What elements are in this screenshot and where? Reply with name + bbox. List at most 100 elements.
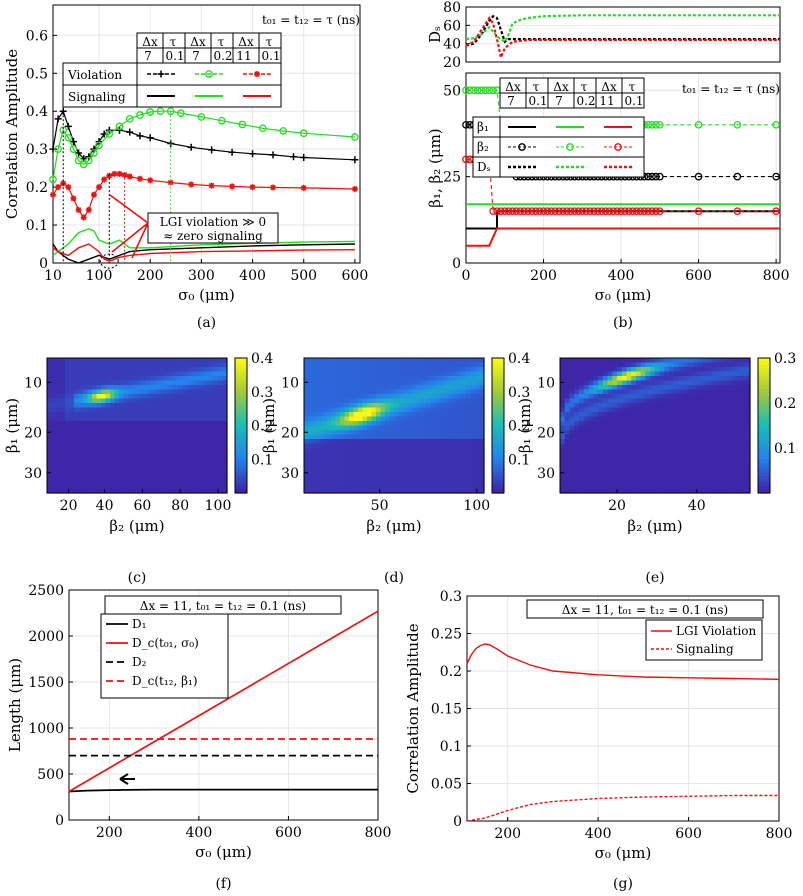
data-point — [136, 111, 144, 119]
colorbar-segment — [492, 428, 504, 433]
heatmap-cell — [204, 389, 210, 395]
heatmap-cell — [209, 430, 215, 436]
data-point — [208, 146, 216, 154]
heatmap-cell — [132, 376, 138, 382]
heatmap-cell — [362, 448, 368, 454]
x-axis-label: β₂ (μm) — [366, 517, 421, 535]
heatmap-cell — [439, 371, 445, 377]
heatmap-cell — [412, 470, 418, 476]
heatmap-cell — [564, 443, 571, 449]
heatmap-cell — [452, 367, 458, 373]
heatmap-cell — [745, 371, 751, 377]
heatmap-cell — [398, 398, 404, 404]
heatmap-cell — [340, 421, 346, 427]
heatmap-cell — [631, 457, 637, 463]
data-point — [508, 207, 517, 216]
heatmap-cell — [569, 385, 575, 391]
heatmap-cell — [204, 362, 210, 368]
heatmap-cell — [60, 484, 66, 490]
heatmap-cell — [607, 389, 613, 395]
heatmap-cell — [574, 407, 580, 413]
colorbar-segment — [492, 418, 504, 423]
heatmap-cell — [712, 466, 718, 472]
heatmap-cell — [376, 443, 382, 449]
heatmap-cell — [398, 443, 404, 449]
heatmap-cell — [204, 457, 210, 463]
heatmap-cell — [218, 466, 224, 472]
data-point — [566, 143, 574, 151]
heatmap-cell — [470, 470, 476, 476]
heatmap-cell — [69, 475, 75, 481]
colorbar-segment — [492, 368, 504, 373]
heatmap-cell — [56, 488, 62, 494]
heatmap-cell — [583, 403, 590, 409]
heatmap-cell — [150, 443, 156, 449]
heatmap-cell — [317, 470, 323, 476]
heatmap-cell — [731, 457, 737, 463]
heatmap-cell — [200, 371, 206, 377]
data-point — [289, 153, 297, 161]
heatmap-cell — [353, 443, 359, 449]
heatmap-cell — [128, 484, 134, 490]
heatmap-cell — [569, 430, 575, 436]
y-tick-label: 0 — [55, 813, 64, 829]
heatmap-cell — [735, 425, 742, 431]
heatmap-cell — [612, 443, 618, 449]
data-point — [628, 207, 637, 216]
colorbar-segment — [235, 415, 247, 420]
heatmap-cell — [617, 448, 623, 454]
heatmap-cell — [385, 407, 391, 413]
heatmap-cell — [403, 452, 409, 458]
heatmap-cell — [479, 461, 485, 467]
heatmap-cell — [430, 412, 436, 418]
heatmap-cell — [137, 434, 143, 440]
heatmap-cell — [683, 457, 689, 463]
heatmap-cell — [358, 362, 364, 368]
heatmap-cell — [105, 385, 111, 391]
heatmap-cell — [457, 389, 463, 395]
heatmap-cell — [371, 461, 377, 467]
heatmap-cell — [403, 425, 409, 431]
heatmap-cell — [195, 398, 201, 404]
heatmap-cell — [87, 466, 93, 472]
heatmap-cell — [92, 385, 98, 391]
heatmap-cell — [47, 439, 53, 445]
heatmap-cell — [683, 461, 689, 467]
heatmap-cell — [439, 430, 445, 436]
heatmap-cell — [114, 371, 120, 377]
heatmap-cell — [358, 461, 364, 467]
heatmap-cell — [702, 389, 708, 395]
colorbar-segment — [492, 412, 504, 416]
heatmap-cell — [83, 425, 89, 431]
heatmap-cell — [376, 403, 382, 409]
heatmap-cell — [123, 358, 129, 364]
heatmap-cell — [200, 425, 206, 431]
heatmap-cell — [659, 371, 666, 377]
heatmap-cell — [588, 389, 594, 395]
heatmap-cell — [650, 367, 656, 373]
heatmap-cell — [110, 412, 116, 418]
heatmap-cell — [177, 479, 183, 485]
colorbar-segment — [235, 476, 247, 481]
heatmap-cell — [448, 443, 454, 449]
heatmap-cell — [322, 452, 328, 458]
heatmap-cell — [128, 371, 134, 377]
heatmap-cell — [47, 376, 53, 382]
heatmap-cell — [313, 407, 319, 413]
heatmap-cell — [735, 371, 742, 377]
heatmap-cell — [114, 385, 120, 391]
heatmap-cell — [191, 457, 197, 463]
heatmap-cell — [182, 407, 188, 413]
data-point — [156, 107, 165, 116]
heatmap-cell — [186, 385, 192, 391]
heatmap-cell — [317, 434, 323, 440]
heatmap-cell — [362, 398, 368, 404]
heatmap-cell — [434, 367, 440, 373]
data-point — [640, 207, 649, 216]
colorbar-segment — [492, 466, 504, 470]
heatmap-cell — [735, 430, 742, 436]
heatmap-cell — [607, 461, 613, 467]
heatmap-cell — [137, 362, 143, 368]
heatmap-cell — [416, 416, 422, 422]
heatmap-cell — [617, 376, 623, 382]
